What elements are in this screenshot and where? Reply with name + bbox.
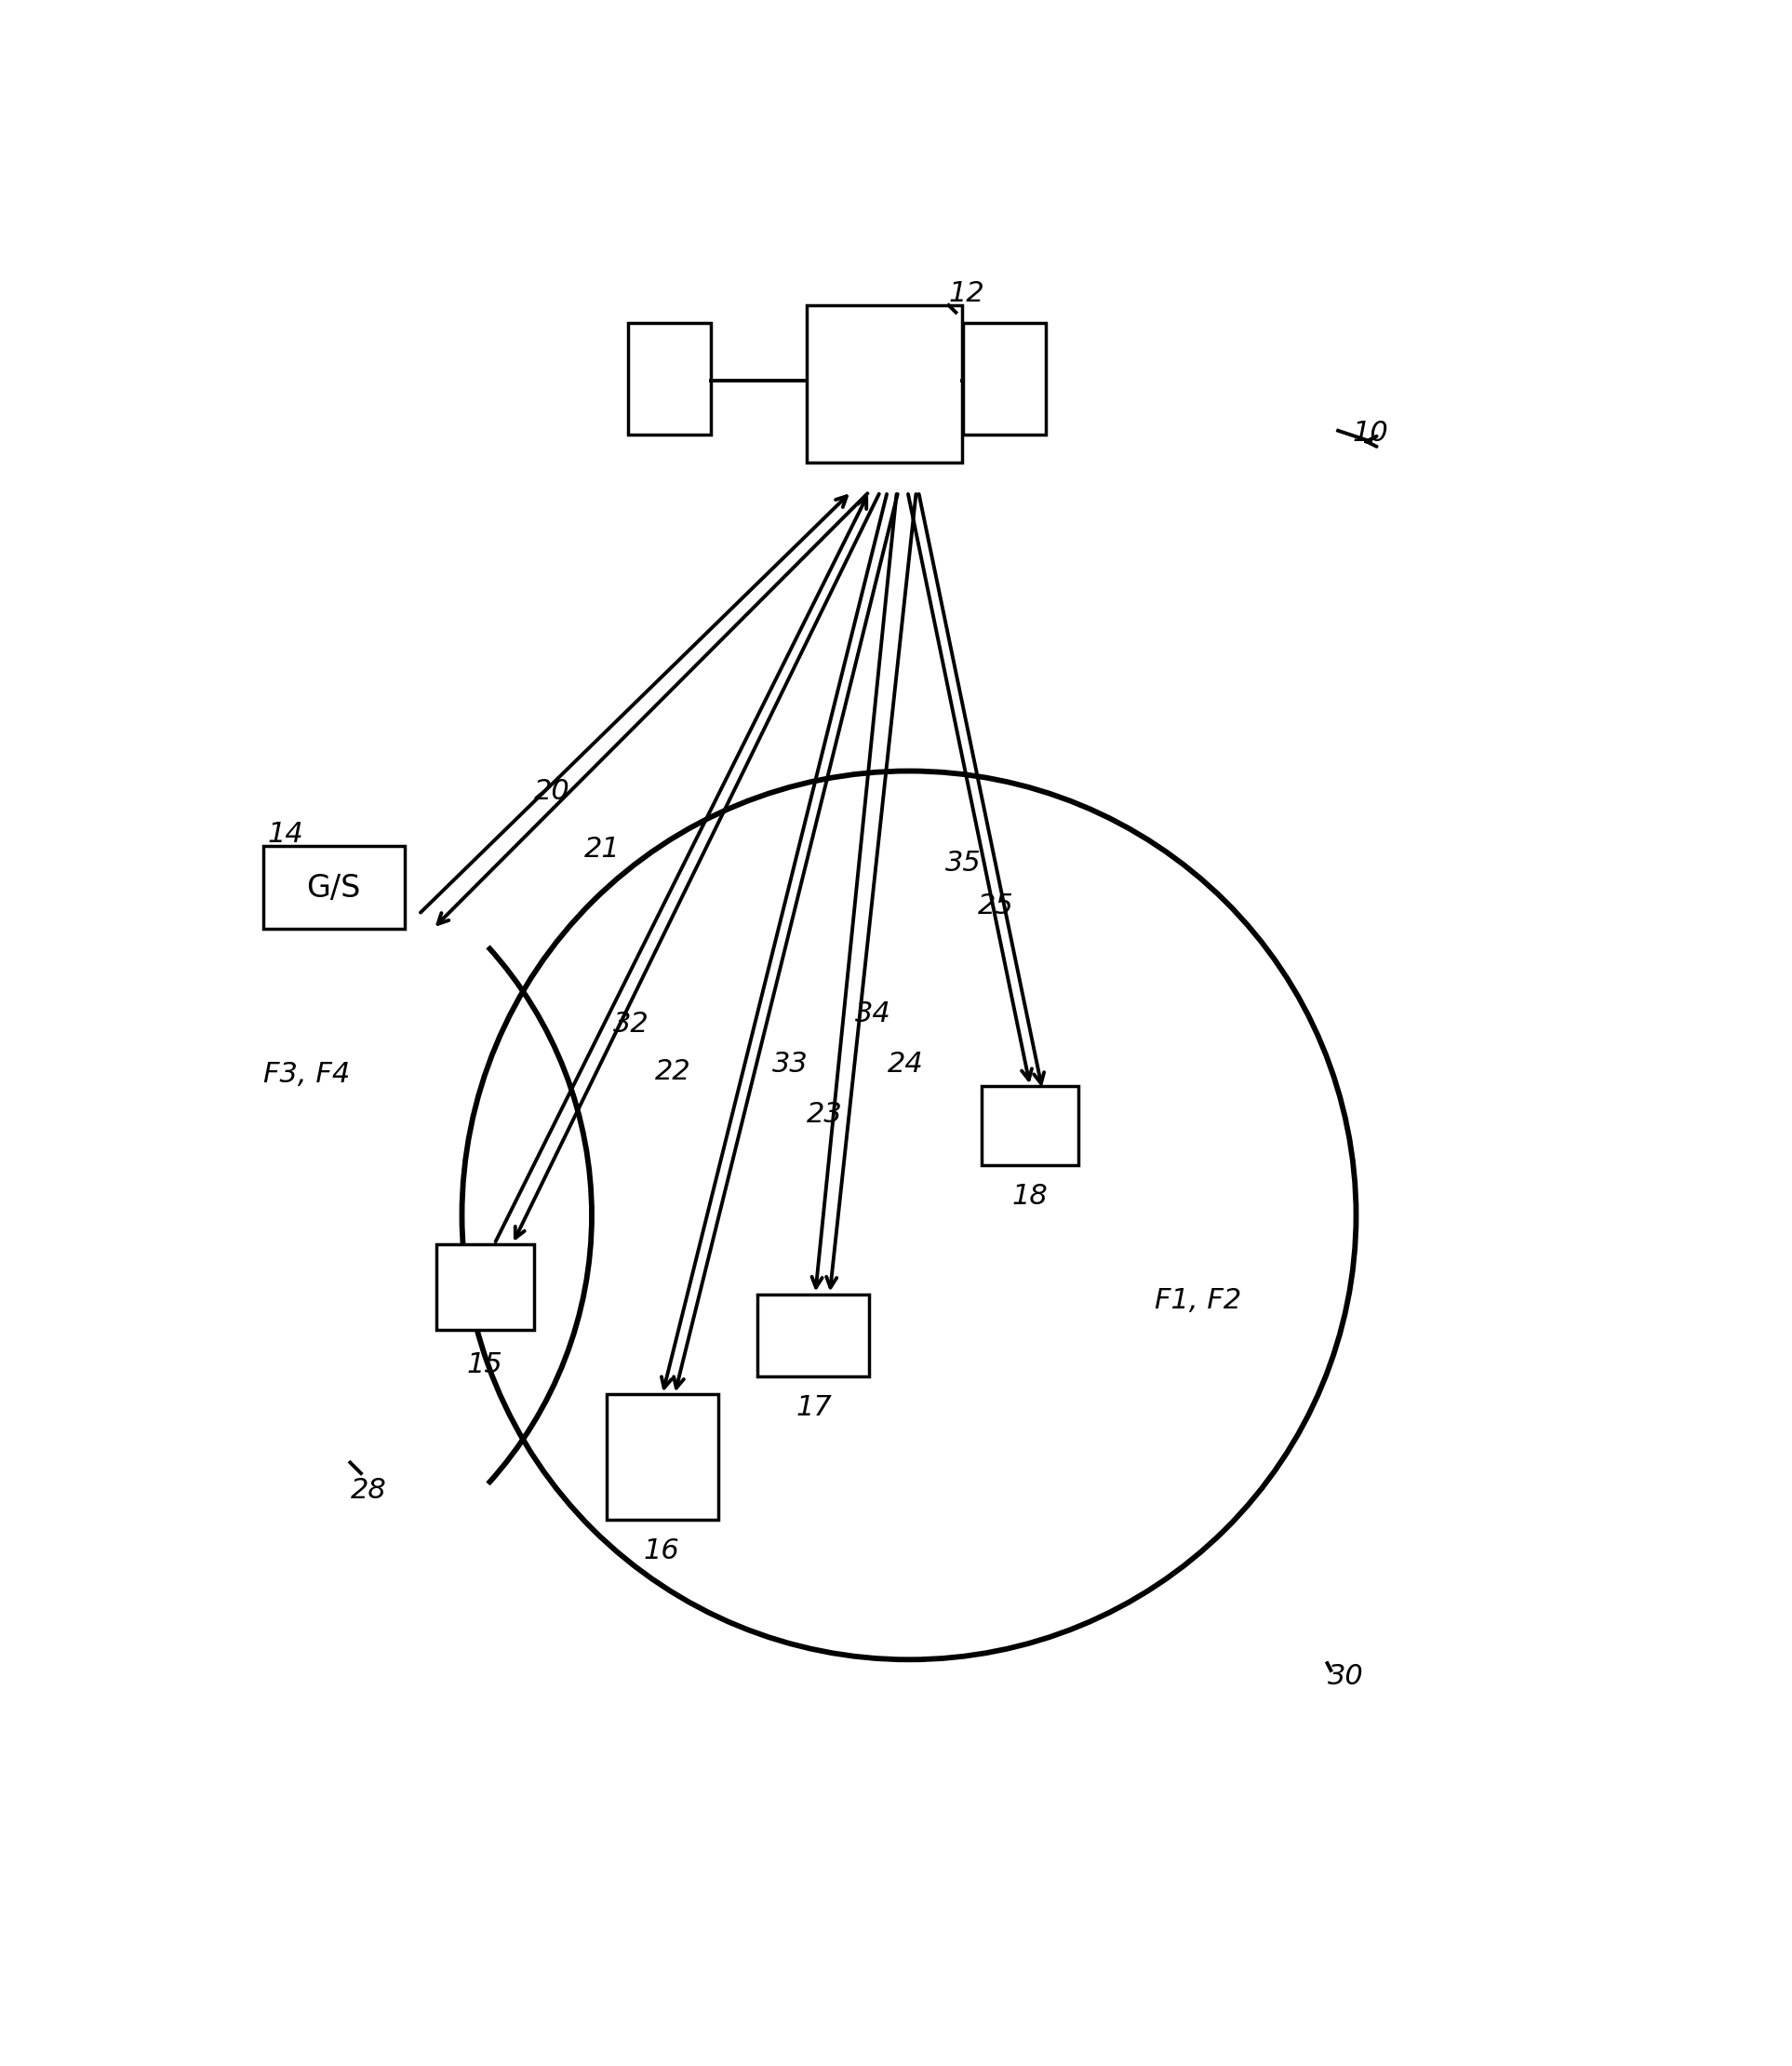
Text: 14: 14: [267, 820, 303, 849]
Text: 25: 25: [977, 893, 1014, 919]
Bar: [627, 322, 711, 434]
Text: 28: 28: [349, 1477, 387, 1504]
Text: 24: 24: [887, 1050, 923, 1078]
Text: 18: 18: [1012, 1184, 1048, 1211]
Text: 30: 30: [1328, 1663, 1364, 1690]
Text: 17: 17: [796, 1395, 831, 1421]
Bar: [437, 1244, 534, 1331]
Text: 32: 32: [613, 1010, 649, 1037]
Bar: [758, 1293, 869, 1376]
Text: 12: 12: [948, 281, 986, 308]
Text: 23: 23: [806, 1101, 842, 1128]
Bar: [606, 1395, 719, 1521]
Text: 15: 15: [468, 1351, 504, 1378]
Text: G/S: G/S: [306, 872, 360, 903]
Text: F1, F2: F1, F2: [1154, 1287, 1240, 1314]
Bar: [263, 847, 405, 930]
Text: F3, F4: F3, F4: [263, 1062, 351, 1089]
Text: 22: 22: [656, 1058, 692, 1085]
Text: 35: 35: [944, 849, 982, 876]
Text: 21: 21: [584, 835, 620, 862]
Text: 33: 33: [772, 1050, 808, 1078]
Bar: [806, 306, 962, 463]
Text: 34: 34: [855, 1000, 891, 1027]
Bar: [982, 1087, 1079, 1165]
Bar: [962, 322, 1047, 434]
Text: 16: 16: [643, 1537, 679, 1564]
Text: 20: 20: [534, 779, 570, 806]
Text: 10: 10: [1353, 419, 1389, 446]
